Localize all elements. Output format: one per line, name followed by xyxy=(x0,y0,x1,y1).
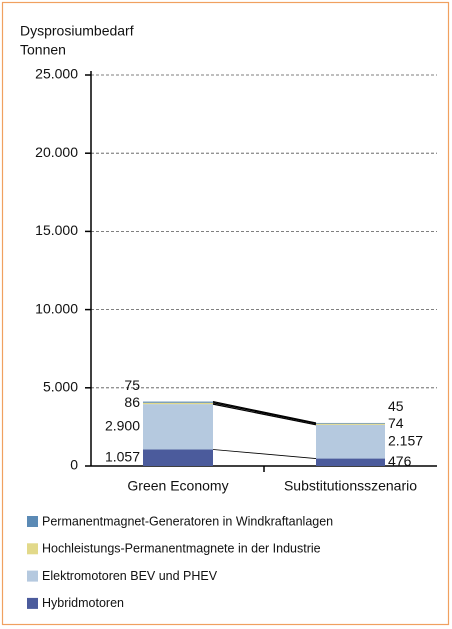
data-label: 75 xyxy=(124,377,140,393)
bar-segment xyxy=(143,401,213,403)
bar-segment xyxy=(143,402,213,405)
data-label: 476 xyxy=(388,453,412,469)
bar-segment xyxy=(143,449,213,466)
connector xyxy=(212,449,317,459)
data-label: 86 xyxy=(124,394,140,410)
y-tick-label: 0 xyxy=(70,457,78,473)
data-label: 1.057 xyxy=(105,448,140,464)
y-tick-label: 10.000 xyxy=(35,300,78,316)
bar-segment xyxy=(143,404,213,450)
connector xyxy=(212,401,317,424)
legend-label: Hochleistungs-Permanentmagnete in der In… xyxy=(42,542,321,556)
y-tick-label: 20.000 xyxy=(35,144,78,160)
legend-label: Elektromotoren BEV und PHEV xyxy=(42,569,218,583)
legend-label: Permanentmagnet-Generatoren in Windkraft… xyxy=(42,514,333,528)
bar-segment xyxy=(316,423,385,425)
connector xyxy=(212,403,317,426)
y-tick-label: 15.000 xyxy=(35,222,78,238)
y-tick-label: 5.000 xyxy=(43,379,78,395)
data-label: 2.157 xyxy=(388,432,423,448)
legend-swatch xyxy=(27,543,38,555)
y-tick-label: 25.000 xyxy=(35,66,78,82)
bar-segment xyxy=(316,424,385,459)
legend-swatch xyxy=(27,597,38,609)
bar-segment xyxy=(316,458,385,466)
y-axis-label: Dysprosiumbedarf xyxy=(20,23,134,39)
data-label: 45 xyxy=(388,398,404,414)
legend-swatch xyxy=(27,516,38,527)
legend-label: Hybridmotoren xyxy=(42,596,124,610)
bar-segment xyxy=(316,422,385,424)
legend-swatch xyxy=(27,570,38,582)
x-tick-label: Green Economy xyxy=(127,478,228,494)
data-label: 74 xyxy=(388,415,404,431)
y-axis-label: Tonnen xyxy=(20,42,66,58)
x-tick-label: Substitutionsszenario xyxy=(284,478,417,494)
data-label: 2.900 xyxy=(105,417,140,433)
connector xyxy=(212,402,317,425)
